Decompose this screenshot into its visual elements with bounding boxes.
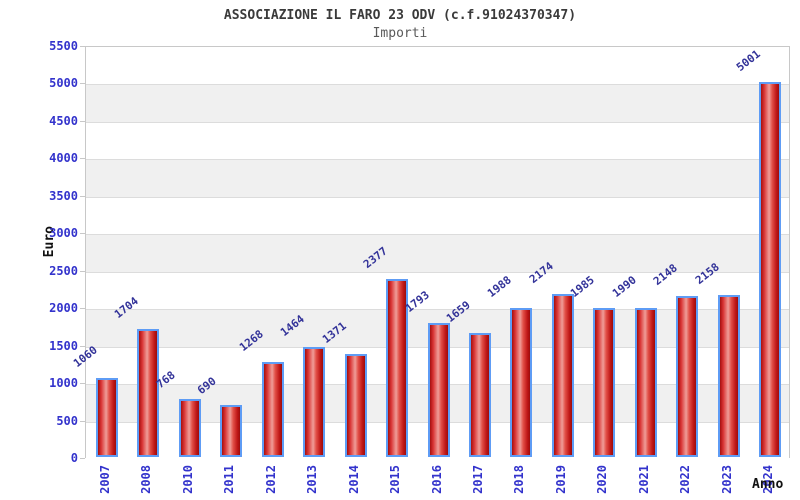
y-tick-mark: [80, 195, 85, 197]
y-tick-label: 2000: [49, 301, 78, 316]
x-tick-label: 2018: [512, 465, 527, 494]
chart-subtitle: Importi: [372, 26, 428, 41]
y-tick-mark: [80, 383, 85, 385]
chart-title: ASSOCIAZIONE IL FARO 23 ODV (c.f.9102437…: [223, 8, 577, 23]
bar: [95, 377, 118, 457]
y-tick-label: 3000: [49, 226, 78, 241]
x-tick-label: 2020: [595, 465, 610, 494]
x-tick-label: 2016: [429, 465, 444, 494]
grid-band: [86, 47, 789, 85]
bar: [759, 82, 782, 457]
y-tick-label: 0: [70, 451, 78, 465]
bar: [427, 322, 450, 457]
x-tick-label: 2017: [470, 465, 485, 494]
bar: [303, 347, 326, 457]
x-tick-label: 2012: [263, 465, 278, 494]
x-tick-label: 2010: [180, 465, 195, 494]
x-tick-label: 2014: [346, 465, 361, 494]
y-tick-mark: [80, 158, 85, 160]
y-tick-label: 500: [56, 413, 78, 428]
bar: [178, 399, 201, 457]
y-tick-label: 3500: [49, 188, 78, 203]
grid-line: [86, 84, 789, 86]
bar: [593, 308, 616, 457]
bar: [220, 405, 243, 457]
bar: [717, 295, 740, 457]
plot-area: 1060 1704 768 690 1268 1464 1371 2377 1793 1659 19…: [71, 46, 790, 459]
grid-line: [86, 271, 789, 273]
x-tick-label: 2021: [636, 465, 651, 494]
grid-band: [86, 84, 789, 122]
y-tick-label: 4500: [49, 113, 78, 128]
y-tick-label: 1500: [49, 338, 78, 353]
grid-line: [86, 234, 789, 236]
y-tick-label: 4000: [49, 151, 78, 166]
grid-band: [86, 234, 789, 272]
bar: [676, 296, 699, 457]
y-tick-mark: [80, 233, 85, 235]
grid-line: [86, 196, 789, 198]
x-tick-label: 2011: [222, 465, 237, 494]
y-tick-label: 2500: [49, 263, 78, 278]
bar: [137, 329, 160, 457]
x-tick-label: 2008: [139, 465, 154, 494]
bar: [551, 294, 574, 457]
grid-band: [86, 271, 789, 310]
grid-line: [86, 159, 789, 161]
y-tick-mark: [80, 46, 85, 47]
y-tick-label: 1000: [49, 376, 78, 391]
x-tick-label: 2019: [553, 465, 568, 494]
grid-band: [86, 121, 789, 160]
grid-line: [86, 309, 789, 311]
x-tick-label: 2022: [678, 465, 693, 494]
grid-band: [86, 196, 789, 235]
bar: [386, 278, 409, 457]
x-tick-label: 2023: [719, 465, 734, 494]
y-tick-mark: [80, 345, 85, 347]
y-tick-mark: [80, 270, 85, 272]
bar: [468, 332, 491, 457]
bar: [510, 308, 533, 457]
y-tick-mark: [80, 420, 85, 422]
grid-line: [86, 121, 789, 123]
y-tick-label: 5500: [49, 39, 78, 53]
bar: [634, 307, 657, 457]
y-tick-mark: [80, 83, 85, 85]
x-tick-label: 2013: [305, 465, 320, 494]
bar: [344, 354, 367, 457]
y-tick-mark: [80, 458, 85, 459]
y-tick-label: 5000: [49, 76, 78, 91]
grid-band: [86, 159, 789, 197]
y-tick-mark: [80, 120, 85, 122]
x-axis-title: Anno: [752, 477, 784, 492]
x-tick-label: 2007: [97, 465, 112, 494]
x-tick-label: 2015: [388, 465, 403, 494]
y-tick-mark: [80, 308, 85, 310]
bar: [261, 362, 284, 457]
